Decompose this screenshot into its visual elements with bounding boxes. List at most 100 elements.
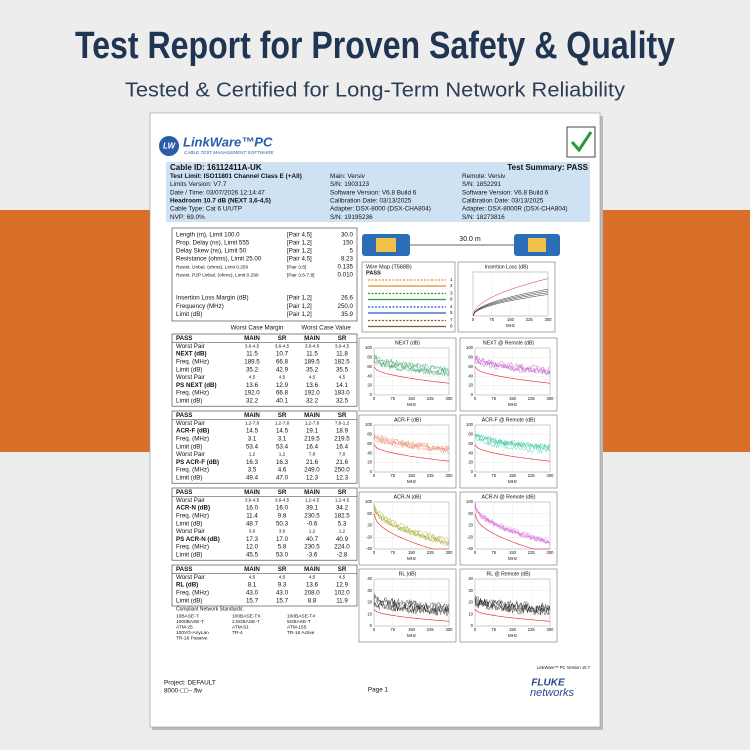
cell: 40.9 — [336, 536, 349, 543]
x-tick: 150 — [507, 317, 515, 322]
x-label: MHz — [508, 479, 517, 484]
cell: 40.7 — [306, 536, 319, 543]
cell: 12.3 — [336, 475, 349, 482]
y-tick: 100 — [365, 345, 373, 350]
info-left: NVP: 69.0% — [170, 214, 205, 221]
info-left: Headroom 10.7 dB (NEXT 3,6-4,5) — [170, 197, 271, 204]
info-right: Software Version: V6.8 Build 6 — [462, 189, 549, 196]
info-right: Calibration Date: 03/13/2025 — [462, 197, 544, 204]
cell: SR — [278, 412, 287, 419]
cell: 4,5 — [309, 375, 316, 380]
trace — [474, 504, 551, 544]
cell: -0.6 — [307, 520, 318, 527]
cell: 16.4 — [306, 443, 319, 450]
title: Test Report for Proven Safety & Quality — [75, 25, 675, 67]
row-pair: [Pair 1,2] — [287, 240, 312, 247]
section-box — [171, 487, 358, 561]
x-tick: 300 — [547, 627, 555, 632]
cell: 3.1 — [278, 436, 287, 443]
cell: 189.5 — [304, 359, 320, 366]
cell: 192.0 — [304, 390, 320, 397]
x-tick: 0 — [474, 550, 477, 555]
cell-label: Freq. (MHz) — [176, 590, 209, 597]
cell: 16.0 — [246, 505, 259, 512]
cell: 12.9 — [336, 582, 349, 589]
cell: 1,2-4,5 — [305, 498, 320, 503]
y-tick: 30 — [468, 588, 473, 593]
row-pair: [Pair 1,2] — [287, 248, 312, 255]
x-tick: 225 — [528, 473, 536, 478]
cell-label: NEXT (dB) — [176, 351, 207, 358]
il-curve — [472, 292, 549, 317]
row-value: 8.23 — [341, 256, 354, 263]
y-tick: 40 — [468, 576, 473, 581]
cell: 21.6 — [306, 459, 319, 466]
info-box — [166, 162, 590, 222]
cell: 50.3 — [276, 520, 289, 527]
y-tick: 20 — [468, 460, 473, 465]
cell: 1,2 — [249, 452, 256, 457]
row-value: 0.010 — [338, 272, 354, 279]
x-tick: 300 — [547, 550, 555, 555]
cell: 11.4 — [246, 513, 258, 520]
cell: 48.7 — [246, 520, 259, 527]
info-middle: S/N: 19195236 — [330, 214, 373, 221]
x-tick: 75 — [491, 396, 496, 401]
plot-title: ACR-F (dB) — [394, 417, 421, 423]
info-middle: Main: Versiv — [330, 173, 366, 180]
limit-line — [373, 609, 450, 622]
cell: 21.6 — [336, 459, 349, 466]
wire-map-result: PASS — [366, 270, 381, 276]
trace — [474, 502, 550, 543]
cell: 8.1 — [248, 582, 257, 589]
info-left: Cable Type: Cat 6 U/UTP — [170, 206, 242, 213]
trace — [474, 434, 551, 448]
cell-label: Limit (dB) — [176, 366, 202, 373]
y-tick: 20 — [367, 383, 372, 388]
y-tick: 60 — [468, 441, 473, 446]
cell: 224.0 — [334, 544, 350, 551]
cell: 43.0 — [276, 590, 289, 597]
cell: 16.3 — [276, 459, 289, 466]
cell: 208.0 — [304, 590, 320, 597]
y-tick: 20 — [367, 460, 372, 465]
standard: 1000BASE-T — [176, 619, 204, 625]
x-tick: 300 — [446, 550, 454, 555]
cell: MAIN — [304, 566, 320, 573]
pin: 2 — [450, 283, 453, 288]
x-tick: 150 — [408, 396, 416, 401]
y-tick: -40 — [366, 546, 373, 551]
x-label: MHz — [407, 479, 416, 484]
info-left: Limits Version: V7.7 — [170, 181, 227, 188]
y-tick: 40 — [468, 373, 473, 378]
row-pair: [Pair 3,6-7,8] — [287, 272, 314, 278]
cell: 3,6-4,5 — [275, 344, 290, 349]
x-tick: 150 — [408, 550, 416, 555]
y-tick: 100 — [365, 499, 373, 504]
cell-label: Worst Pair — [176, 528, 205, 535]
row-pair: [Pair 4,5] — [287, 256, 312, 263]
y-tick: 0 — [370, 469, 373, 474]
cell-label: Worst Pair — [176, 420, 205, 427]
y-tick: 60 — [367, 441, 372, 446]
y-tick: 20 — [468, 523, 473, 528]
info-right: Adapter: DSX-8000R (DSX-CHA804) — [462, 206, 568, 213]
y-tick: 20 — [468, 383, 473, 388]
pin: 6 — [450, 297, 453, 302]
cell: 182.5 — [334, 359, 350, 366]
x-tick: 150 — [509, 473, 517, 478]
pin: 3 — [450, 291, 453, 296]
cell: 35.2 — [246, 366, 259, 373]
x-tick: 225 — [427, 550, 435, 555]
cell: SR — [338, 489, 347, 496]
cell: 66.8 — [276, 390, 289, 397]
cell-label: PS ACR-F (dB) — [176, 459, 219, 466]
trace — [474, 436, 551, 454]
x-tick: 225 — [427, 396, 435, 401]
standard: 100BASE-T4 — [287, 613, 315, 619]
row-label: Length (m), Limit 100.0 — [176, 232, 240, 239]
trace — [373, 598, 450, 617]
info-middle: Software Version: V6.8 Build 6 — [330, 189, 417, 196]
